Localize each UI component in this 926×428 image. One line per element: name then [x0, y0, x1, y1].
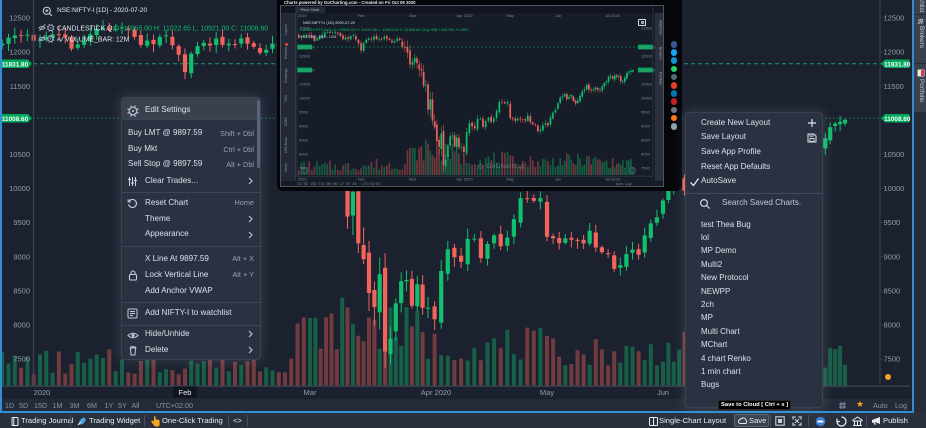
svg-text:Jul 2020: Jul 2020 [605, 13, 621, 18]
svg-text:Mar: Mar [409, 13, 417, 18]
svg-text:12000: 12000 [884, 48, 905, 57]
svg-text:Apr 2020: Apr 2020 [456, 13, 473, 18]
svg-text:8000: 8000 [299, 152, 309, 157]
svg-text:12500: 12500 [884, 14, 905, 23]
svg-text:11831.80: 11831.80 [2, 61, 29, 68]
svg-text:Jun: Jun [657, 388, 669, 397]
svg-text:10000: 10000 [641, 96, 653, 101]
svg-text:7500: 7500 [884, 355, 901, 364]
svg-text:Feb: Feb [358, 13, 366, 18]
svg-text:12500: 12500 [9, 14, 30, 23]
svg-text:8000: 8000 [13, 321, 30, 330]
svg-text:8500: 8500 [13, 286, 30, 295]
svg-text:9000: 9000 [641, 124, 651, 129]
svg-text:9000: 9000 [299, 124, 309, 129]
svg-text:Feb: Feb [179, 388, 192, 397]
svg-text:2020: 2020 [298, 177, 308, 182]
svg-text:9500: 9500 [299, 110, 309, 115]
svg-text:7500: 7500 [13, 355, 30, 364]
svg-text:12500: 12500 [641, 26, 653, 31]
svg-text:11008.60: 11008.60 [298, 67, 315, 72]
svg-text:11831.80: 11831.80 [639, 44, 656, 49]
svg-text:11008.60: 11008.60 [884, 116, 911, 123]
svg-text:10000: 10000 [9, 184, 30, 193]
svg-text:10500: 10500 [884, 150, 905, 159]
svg-text:11008.60: 11008.60 [2, 116, 29, 123]
svg-text:11500: 11500 [641, 54, 653, 59]
svg-text:12500: 12500 [299, 26, 311, 31]
svg-text:11500: 11500 [884, 82, 904, 91]
svg-text:2020: 2020 [34, 388, 51, 397]
svg-text:10000: 10000 [884, 184, 905, 193]
svg-text:9000: 9000 [13, 252, 30, 261]
svg-text:O: 10955.00 H: 11022.65 L: 109: O: 10955.00 H: 11022.65 L: 10921.00 C: 1… [114, 26, 268, 33]
svg-text:VOLUME_BAR: 12M: VOLUME_BAR: 12M [65, 37, 130, 44]
svg-text:Mar: Mar [409, 177, 417, 182]
svg-text:8500: 8500 [299, 138, 309, 143]
svg-text:9500: 9500 [13, 218, 30, 227]
svg-text:11500: 11500 [299, 54, 311, 59]
svg-text:8000: 8000 [884, 321, 901, 330]
svg-text:11008.60: 11008.60 [639, 67, 656, 72]
svg-text:10500: 10500 [9, 150, 30, 159]
svg-text:2020: 2020 [298, 13, 308, 18]
svg-text:9500: 9500 [641, 110, 651, 115]
svg-text:May: May [506, 13, 514, 18]
svg-text:10500: 10500 [299, 82, 311, 87]
svg-text:7500: 7500 [641, 166, 651, 171]
svg-text:8500: 8500 [641, 138, 651, 143]
svg-text:11831.80: 11831.80 [884, 61, 911, 68]
svg-text:12000: 12000 [9, 48, 30, 57]
svg-text:May: May [540, 388, 554, 397]
svg-text:9500: 9500 [884, 218, 901, 227]
svg-text:Apr 2020: Apr 2020 [421, 388, 451, 397]
svg-text:CANDLESTICK.Q:: CANDLESTICK.Q: [57, 26, 115, 33]
svg-text:Apr 2020: Apr 2020 [456, 177, 473, 182]
svg-text:May: May [506, 177, 514, 182]
svg-text:9000: 9000 [884, 252, 901, 261]
svg-text:Mar: Mar [304, 388, 317, 397]
svg-text:10000: 10000 [299, 96, 311, 101]
svg-text:8000: 8000 [641, 152, 651, 157]
svg-text:11500: 11500 [10, 82, 30, 91]
svg-text:Feb: Feb [358, 177, 366, 182]
svg-text:Jun: Jun [555, 13, 561, 18]
svg-text:11831.80: 11831.80 [298, 44, 315, 49]
svg-text:Jul 2020: Jul 2020 [605, 177, 621, 182]
svg-text:8500: 8500 [884, 286, 901, 295]
svg-text:10500: 10500 [641, 82, 653, 87]
svg-text:Jun: Jun [555, 177, 561, 182]
